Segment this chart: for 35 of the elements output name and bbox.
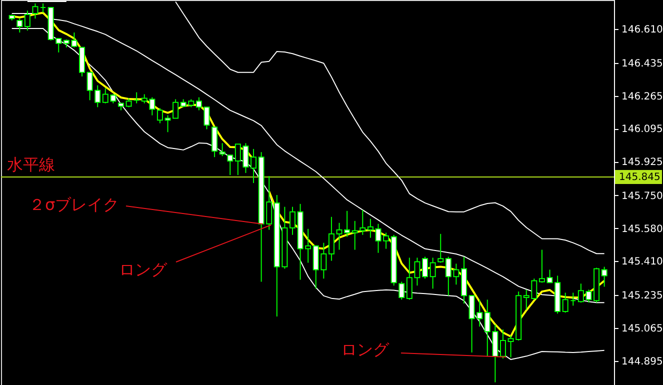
annotation: ロング [119,260,168,279]
y-tick-label: 145.925 [622,157,663,168]
ref-line-label: 水平線 [7,155,55,174]
candlestick [40,2,46,14]
candlestick [219,142,226,157]
annotation: ロング [341,340,390,359]
candlestick [250,148,257,184]
candlestick [212,126,218,158]
y-tick-label: 145.235 [622,290,663,302]
candlestick [156,108,163,124]
candlestick [500,328,506,359]
y-tick-label: 146.265 [622,91,663,102]
y-tick-label: 145.580 [622,224,663,235]
candlestick [538,249,545,284]
y-tick-label: 145.410 [622,256,663,268]
candlestick [562,292,568,314]
candlestick [422,256,428,280]
y-tick-label: 146.095 [622,124,663,136]
y-tick-label: 146.435 [622,58,663,70]
text: 145.845 [619,172,660,184]
candlestick [289,206,296,236]
y-tick-label: 146.610 [622,24,663,36]
annotation: ２σブレイク [29,195,120,214]
candlestick [398,281,405,300]
candlestick [328,216,334,262]
candlestick [570,292,576,306]
y-tick-label: 145.065 [622,323,663,334]
candlestick [134,92,140,104]
candlestick [32,2,38,20]
candlestick [24,10,30,32]
y-tick-label: 145.750 [622,190,663,202]
candlestick [601,266,608,288]
candlestick [227,154,234,176]
y-tick-label: 144.895 [622,356,663,368]
candlestick [383,232,390,250]
